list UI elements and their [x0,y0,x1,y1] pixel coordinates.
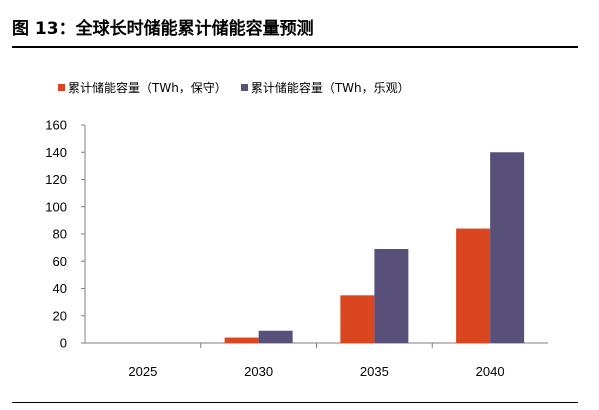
y-tick-label: 100 [45,199,67,214]
figure-title: 图 13：全球长时储能累计储能容量预测 [12,19,314,39]
legend-swatch-conservative [58,84,65,91]
x-tick-label: 2040 [476,364,505,379]
x-tick-label: 2035 [360,364,389,379]
legend-swatch-optimistic [240,84,248,91]
legend-label-optimistic: 累计储能容量（TWh，乐观） [250,81,410,95]
x-tick-label: 2030 [244,364,273,379]
legend-label-conservative: 累计储能容量（TWh，保守） [68,81,227,95]
chart-legend: 累计储能容量（TWh，保守） 累计储能容量（TWh，乐观） [58,79,424,96]
bar-optimistic-2040 [490,152,525,343]
top-divider [12,46,578,48]
y-tick-label: 160 [45,118,67,133]
legend-item-optimistic: 累计储能容量（TWh，乐观） [240,79,410,96]
y-tick-label: 0 [60,336,67,351]
y-tick-label: 40 [53,281,67,296]
bar-conservative-2035 [340,295,375,343]
bar-optimistic-2030 [258,330,293,343]
bottom-divider [12,402,578,403]
x-tick-label: 2025 [128,364,157,379]
legend-item-conservative: 累计储能容量（TWh，保守） [58,79,227,96]
bar-optimistic-2035 [374,248,409,343]
y-tick-label: 60 [53,254,67,269]
y-tick-label: 20 [53,308,67,323]
bar-conservative-2040 [456,228,491,343]
chart-bars [224,152,525,343]
bar-conservative-2030 [224,337,259,343]
y-tick-label: 80 [53,227,67,242]
y-tick-label: 120 [45,172,67,187]
y-tick-label: 140 [45,145,67,160]
title-bar: 图 13：全球长时储能累计储能容量预测 [0,0,599,46]
